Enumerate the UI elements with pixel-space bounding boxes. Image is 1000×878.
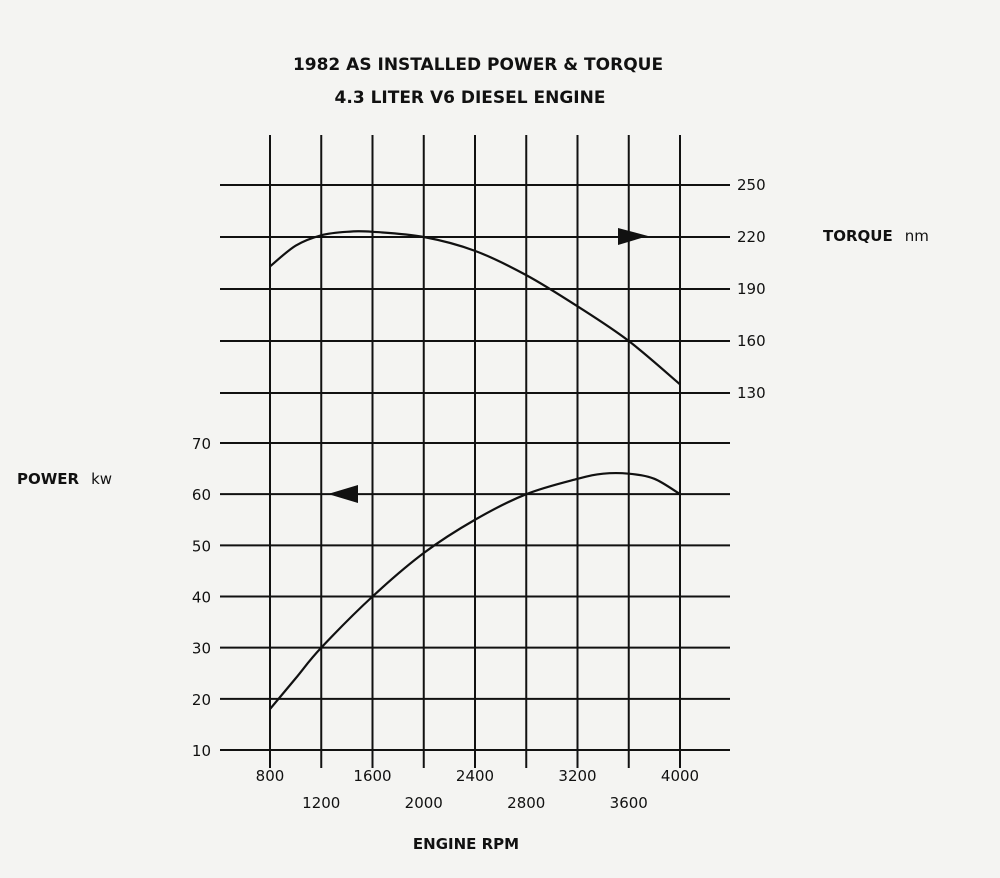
power-tick-label: 60 bbox=[192, 486, 211, 504]
x-tick-label-lower: 2000 bbox=[405, 794, 443, 812]
chart-curves bbox=[269, 230, 681, 710]
power-curve bbox=[269, 471, 681, 710]
power-tick-label: 70 bbox=[192, 435, 211, 453]
torque-tick-label: 220 bbox=[737, 228, 766, 246]
x-tick-label-upper: 4000 bbox=[661, 767, 699, 785]
torque-curve bbox=[269, 230, 681, 386]
power-axis-unit: kw bbox=[91, 470, 112, 488]
chart-tick-labels: 250 220 190 160 130 70 60 50 40 30 20 10 800 1600 2400… bbox=[192, 176, 766, 812]
power-axis-label: POWER kw bbox=[17, 470, 112, 488]
power-tick-label: 50 bbox=[192, 537, 211, 555]
power-axis-name: POWER bbox=[17, 470, 80, 488]
chart-title: 1982 AS INSTALLED POWER & TORQUE bbox=[293, 55, 663, 75]
torque-tick-label: 160 bbox=[737, 332, 766, 350]
x-tick-label-upper: 1600 bbox=[353, 767, 391, 785]
x-tick-label-lower: 2800 bbox=[507, 794, 545, 812]
torque-axis-name: TORQUE bbox=[823, 227, 893, 245]
x-tick-label-lower: 1200 bbox=[302, 794, 340, 812]
x-tick-label-upper: 2400 bbox=[456, 767, 494, 785]
torque-tick-label: 190 bbox=[737, 280, 766, 298]
chart-subtitle: 4.3 LITER V6 DIESEL ENGINE bbox=[335, 88, 606, 108]
torque-tick-label: 250 bbox=[737, 176, 766, 194]
torque-axis-label: TORQUE nm bbox=[823, 227, 929, 245]
chart-grid bbox=[220, 135, 730, 768]
x-tick-label-lower: 3600 bbox=[610, 794, 648, 812]
arrow-right-icon bbox=[618, 228, 648, 245]
power-tick-label: 10 bbox=[192, 742, 211, 760]
x-tick-label-upper: 3200 bbox=[558, 767, 596, 785]
torque-tick-label: 130 bbox=[737, 384, 766, 402]
torque-axis-unit: nm bbox=[905, 227, 929, 245]
x-axis-label: ENGINE RPM bbox=[413, 835, 519, 853]
power-tick-label: 30 bbox=[192, 640, 211, 658]
power-tick-label: 20 bbox=[192, 691, 211, 709]
power-tick-label: 40 bbox=[192, 589, 211, 607]
x-tick-label-upper: 800 bbox=[256, 767, 285, 785]
arrow-left-icon bbox=[328, 485, 358, 503]
